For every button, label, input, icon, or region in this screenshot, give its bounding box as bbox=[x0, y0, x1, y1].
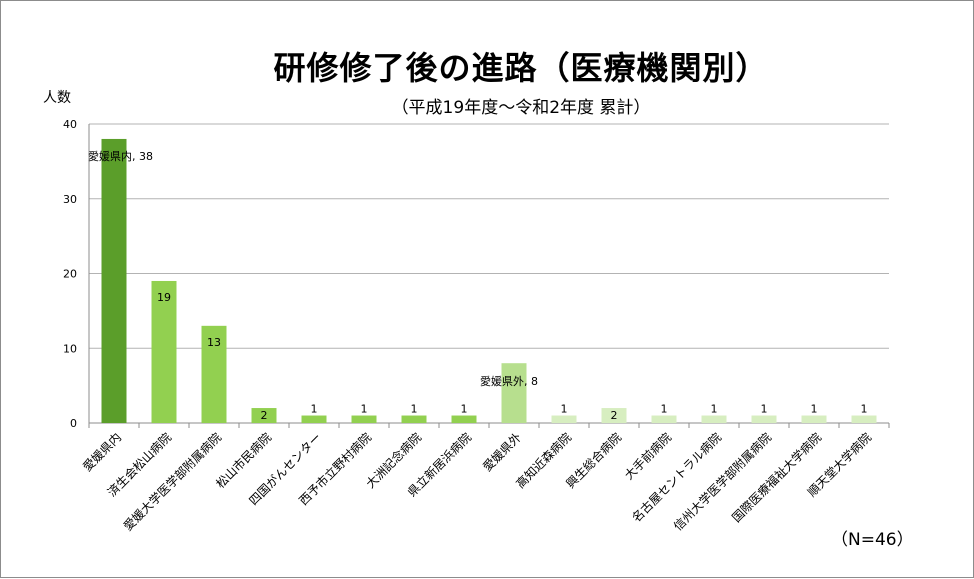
data-label: 1 bbox=[761, 403, 768, 416]
x-tick-label: 愛媛大学医学部附属病院 bbox=[120, 430, 224, 534]
y-tick-label: 20 bbox=[63, 268, 77, 281]
bar bbox=[801, 415, 827, 423]
x-tick-label: 愛媛県内 bbox=[80, 430, 124, 474]
x-tick-label: 名古屋セントラル病院 bbox=[629, 430, 724, 525]
bar bbox=[251, 408, 277, 423]
bar bbox=[401, 415, 427, 423]
data-label: 1 bbox=[361, 403, 368, 416]
data-label: 1 bbox=[861, 403, 868, 416]
chart-title: 研修修了後の進路（医療機関別） bbox=[273, 49, 769, 87]
data-label: 1 bbox=[311, 403, 318, 416]
data-label: 1 bbox=[711, 403, 718, 416]
data-label: 13 bbox=[207, 336, 221, 349]
x-tick-label: 愛媛県外 bbox=[480, 430, 524, 474]
chart-subtitle: （平成19年度～令和2年度 累計） bbox=[391, 98, 651, 118]
data-label: 愛媛県内, 38 bbox=[88, 149, 153, 163]
data-label: 19 bbox=[157, 291, 171, 304]
data-label: 1 bbox=[661, 403, 668, 416]
y-tick-label: 0 bbox=[70, 417, 77, 430]
data-label: 1 bbox=[411, 403, 418, 416]
y-tick-label: 40 bbox=[63, 118, 77, 131]
bar bbox=[751, 415, 777, 423]
bar bbox=[701, 415, 727, 423]
bar bbox=[351, 415, 377, 423]
bar bbox=[551, 415, 577, 423]
bar bbox=[501, 363, 527, 423]
x-tick-label: 信州大学医学部附属病院 bbox=[670, 430, 774, 534]
data-label: 1 bbox=[561, 403, 568, 416]
sample-size-note: （N=46） bbox=[831, 530, 914, 550]
bar bbox=[301, 415, 327, 423]
bar bbox=[601, 408, 627, 423]
data-label: 2 bbox=[611, 409, 618, 422]
bar bbox=[851, 415, 877, 423]
y-axis-label: 人数 bbox=[43, 90, 71, 106]
bar bbox=[451, 415, 477, 423]
data-label: 1 bbox=[461, 403, 468, 416]
bar bbox=[651, 415, 677, 423]
bar bbox=[201, 325, 227, 423]
data-label: 2 bbox=[261, 409, 268, 422]
y-tick-label: 10 bbox=[63, 342, 77, 355]
data-label: 愛媛県外, 8 bbox=[480, 374, 538, 388]
x-tick-label: 国際医療福祉大学病院 bbox=[729, 430, 824, 525]
bar bbox=[101, 138, 127, 423]
x-tick-label: 大手前病院 bbox=[621, 430, 674, 483]
y-tick-label: 30 bbox=[63, 193, 77, 206]
bar bbox=[151, 280, 177, 423]
data-label: 1 bbox=[811, 403, 818, 416]
